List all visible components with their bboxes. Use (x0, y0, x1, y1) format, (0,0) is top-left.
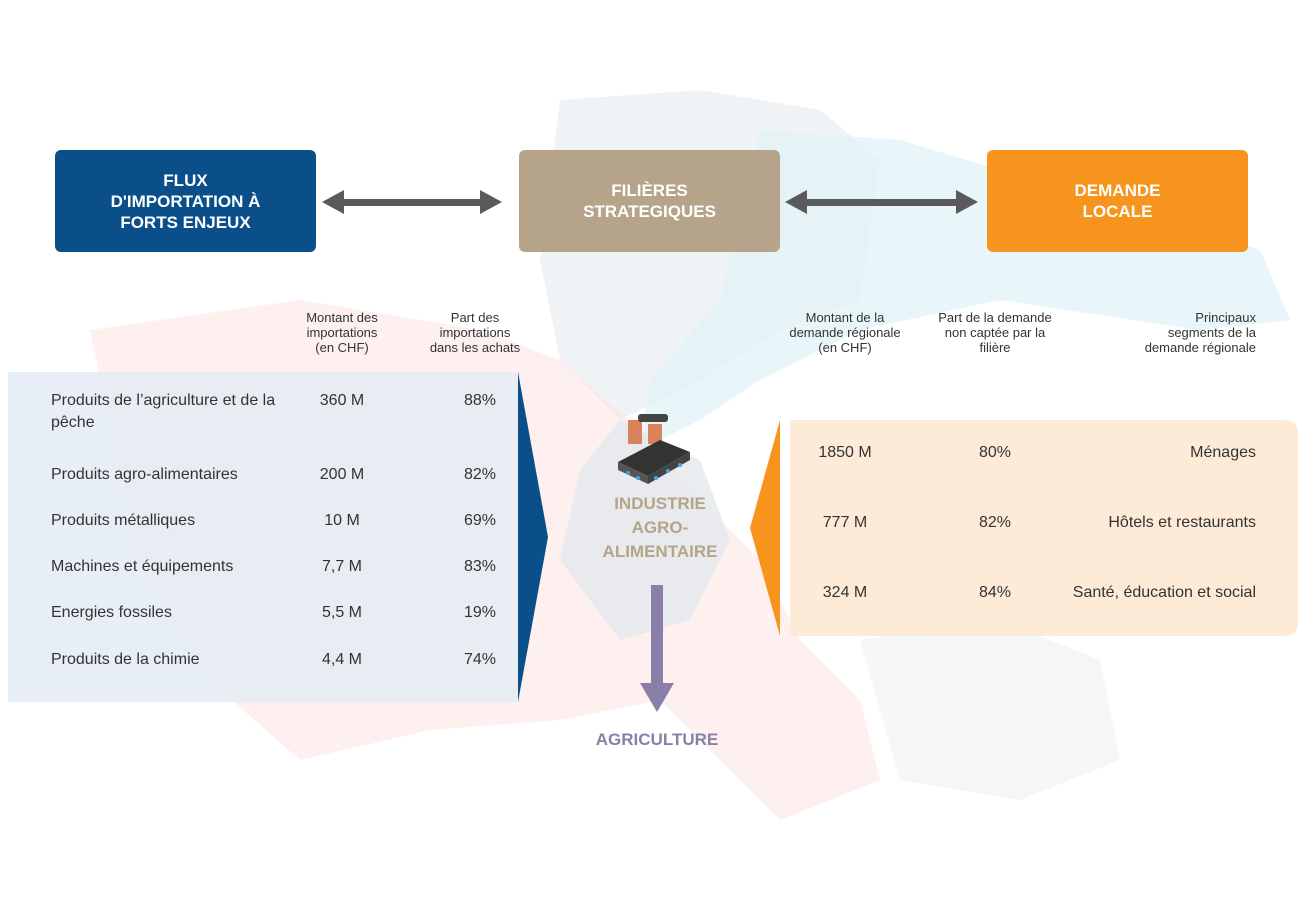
sector-box: FILIÈRES STRATEGIQUES (519, 150, 780, 252)
header-line: (en CHF) (315, 340, 369, 355)
demand-share: 82% (978, 514, 1012, 531)
center-label: INDUSTRIE AGRO- ALIMENTAIRE (560, 492, 760, 564)
label-line: ALIMENTAIRE (602, 542, 718, 561)
import-amount: 10 M (324, 512, 360, 529)
import-amount: 5,5 M (321, 604, 362, 621)
import-box: FLUX D'IMPORTATION À FORTS ENJEUX (55, 150, 316, 252)
demand-segment: Ménages (1190, 444, 1256, 461)
demand-amount: 777 M (822, 514, 868, 531)
import-pointer (518, 372, 548, 702)
header-line: Principaux (1195, 310, 1256, 325)
label-line: AGRO- (631, 518, 689, 537)
import-share: 83% (463, 558, 496, 575)
box-title: LOCALE (1082, 202, 1153, 221)
box-title: FILIÈRES (611, 181, 688, 200)
agriculture-label: AGRICULTURE (595, 730, 719, 749)
label-line: INDUSTRIE (614, 494, 706, 513)
import-share: 19% (463, 604, 496, 621)
demand-share: 84% (978, 584, 1012, 601)
header-line: Montant de la (805, 310, 885, 325)
column-header: Montant des importations (en CHF) (282, 310, 402, 355)
import-share: 82% (463, 466, 496, 483)
header-line: non captée par la (944, 325, 1046, 340)
header-line: importations (439, 325, 511, 340)
import-share: 88% (463, 392, 496, 409)
header-line: Part des (450, 310, 500, 325)
down-arrow (640, 585, 674, 712)
demand-share: 80% (978, 444, 1012, 461)
import-amount: 4,4 M (321, 651, 362, 668)
demand-panel (790, 420, 1298, 636)
demand-amount: 324 M (822, 584, 868, 601)
box-title: STRATEGIQUES (583, 202, 716, 221)
import-share: 74% (463, 651, 496, 668)
row-label: Energies fossiles (51, 604, 172, 621)
row-label: Produits de la chimie (51, 651, 200, 668)
header-line: demande régionale (1144, 340, 1256, 355)
column-header: Montant de la demande régionale (en CHF) (775, 310, 915, 355)
row-label: Produits métalliques (51, 512, 196, 529)
header-line: (en CHF) (818, 340, 872, 355)
header-line: demande régionale (789, 325, 901, 340)
demand-amount: 1850 M (818, 444, 872, 461)
demand-segment: Hôtels et restaurants (1108, 514, 1256, 531)
row-label: Produits de l’agriculture et de la pêche (51, 392, 276, 431)
double-arrow (322, 190, 978, 214)
import-amount: 200 M (319, 466, 365, 483)
row-label: Produits agro-alimentaires (51, 466, 238, 483)
import-amount: 360 M (319, 392, 365, 409)
column-header: Principaux segments de la demande régional… (1096, 310, 1256, 355)
row-label: Machines et équipements (51, 558, 234, 575)
conveyor-icon (618, 414, 690, 484)
box-title: DEMANDE (1074, 181, 1161, 200)
header-line: filière (979, 340, 1011, 355)
header-line: segments de la (1167, 325, 1256, 340)
column-header: Part de la demande non captée par la filiè… (920, 310, 1070, 355)
box-title: D'IMPORTATION À (110, 191, 261, 211)
column-header: Part des importations dans les achats (415, 310, 535, 355)
header-line: Montant des (306, 310, 378, 325)
header-line: Part de la demande (938, 310, 1052, 325)
demand-pointer (750, 420, 780, 636)
box-title: FLUX (163, 170, 208, 190)
header-line: importations (306, 325, 378, 340)
import-amount: 7,7 M (321, 558, 362, 575)
demand-segment: Santé, éducation et social (1072, 584, 1256, 601)
demand-box: DEMANDE LOCALE (987, 150, 1248, 252)
import-panel (8, 372, 520, 702)
import-share: 69% (463, 512, 496, 529)
box-title: FORTS ENJEUX (120, 212, 251, 232)
header-line: dans les achats (429, 340, 521, 355)
